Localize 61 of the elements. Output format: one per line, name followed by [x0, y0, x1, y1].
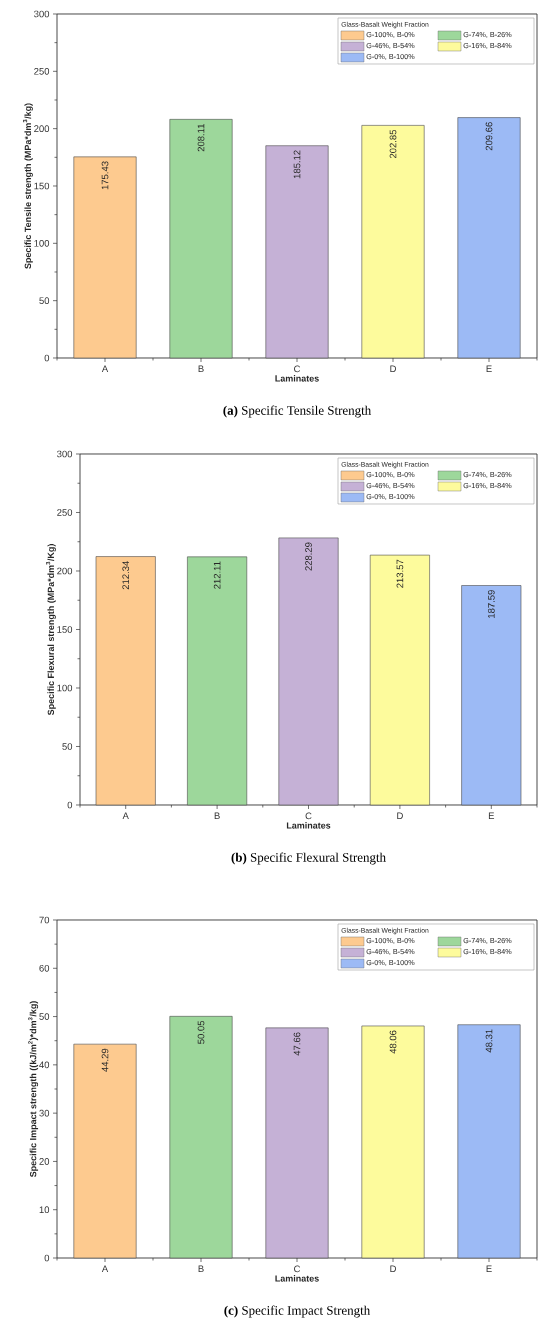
data-label: 212.11 [213, 561, 221, 589]
data-label: 175.43 [101, 161, 109, 190]
y-tick-label: 0 [44, 1254, 50, 1262]
x-tick-label: E [486, 1265, 492, 1273]
data-label: 47.66 [293, 1032, 301, 1056]
y-axis-title: Specific Tensile strength (MPa*dm$^{3}$/kg) [22, 103, 33, 269]
y-tick-label: 100 [57, 684, 73, 692]
y-axis-title: Specific Flexural strength (MPa*dm$^{3}$/Kg) [45, 544, 56, 716]
y-tick-label: 150 [57, 626, 73, 633]
y-tick-label: 20 [39, 1158, 50, 1165]
text: (c) Specific Impact Strength [224, 1305, 371, 1318]
y-tick-label: 50 [39, 1013, 50, 1020]
y-tick-label: 250 [34, 67, 50, 75]
x-axis-title: Laminates [275, 1275, 319, 1282]
x-axis-title: Laminates [275, 375, 319, 382]
data-label: 228.29 [305, 542, 312, 571]
x-tick-label: A [122, 812, 129, 820]
data-label: 185.12 [293, 150, 301, 179]
y-tick-label: 100 [34, 239, 50, 247]
data-label: 213.57 [396, 559, 404, 588]
x-tick-label: E [488, 812, 495, 820]
y-tick-label: 200 [57, 567, 73, 575]
y-tick-label: 40 [39, 1061, 50, 1069]
data-label: 212.34 [122, 561, 130, 590]
y-tick-label: 300 [34, 10, 50, 18]
x-axis-title: Laminates [286, 822, 331, 829]
y-tick-label: 70 [39, 916, 50, 924]
x-tick-label: D [390, 1265, 396, 1273]
y-tick-label: 60 [39, 964, 50, 972]
y-tick-label: 50 [39, 297, 50, 305]
data-label: 50.05 [197, 1020, 205, 1044]
y-tick-label: 50 [62, 743, 73, 750]
text: (b) Specific Flexural Strength [231, 852, 386, 865]
y-tick-label: 10 [39, 1206, 50, 1214]
data-label: 44.29 [101, 1048, 109, 1072]
x-tick-label: B [214, 812, 220, 820]
data-label: 209.66 [485, 122, 493, 151]
x-tick-label: A [101, 1265, 109, 1273]
y-axis-title: Specific Impact strength ((kJ/m$^{2}$)*dm$^{3}$/kg) [28, 1001, 39, 1178]
data-label: 187.59 [487, 590, 495, 618]
data-label: 48.06 [389, 1030, 397, 1054]
y-tick-label: 200 [34, 125, 50, 133]
x-tick-label: D [397, 812, 403, 820]
y-tick-label: 250 [57, 509, 73, 516]
x-tick-label: E [486, 365, 492, 373]
data-label: 208.11 [197, 124, 205, 152]
y-tick-label: 0 [44, 354, 50, 362]
x-tick-label: A [101, 365, 109, 373]
y-tick-label: 0 [67, 801, 73, 809]
x-tick-label: D [390, 365, 396, 373]
x-tick-label: B [198, 365, 204, 373]
y-tick-label: 30 [39, 1109, 50, 1117]
data-label: 48.31 [485, 1029, 493, 1053]
text: (a) Specific Tensile Strength [223, 405, 372, 418]
x-tick-label: B [198, 1265, 204, 1273]
y-tick-label: 300 [57, 450, 73, 458]
data-label: 202.85 [389, 129, 397, 159]
x-tick-label: C [294, 365, 301, 373]
x-tick-label: C [294, 1265, 301, 1273]
x-tick-label: C [305, 812, 312, 820]
y-tick-label: 150 [34, 182, 50, 190]
